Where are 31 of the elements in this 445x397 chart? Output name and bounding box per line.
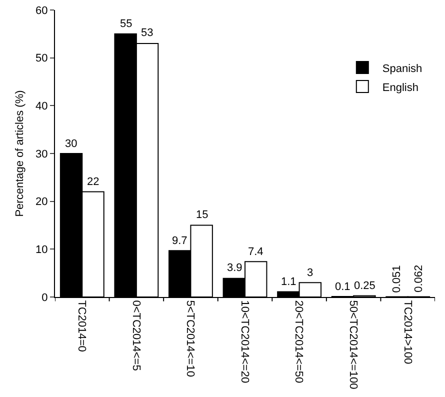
x-tick-label: 50<TC2014<=100	[346, 300, 359, 390]
y-tick-label: 0	[42, 292, 48, 304]
data-label: 55	[120, 18, 132, 30]
data-label: 22	[87, 176, 100, 188]
data-label: 15	[196, 209, 208, 221]
data-label: 0.25	[354, 280, 376, 292]
y-axis-title: Percentage of articles (%)	[14, 90, 26, 217]
y-tick-label: 60	[36, 4, 48, 17]
y-tick-label: 40	[36, 100, 48, 113]
y-tick-label: 30	[36, 148, 48, 160]
x-tick-label: 10<TC2014<=20	[238, 300, 250, 384]
data-label: 7.4	[248, 246, 264, 258]
legend-label: Spanish	[382, 62, 422, 75]
data-label: 53	[141, 27, 154, 39]
data-label: 0.051	[391, 265, 404, 293]
x-tick-label: TC2014>100	[401, 300, 414, 364]
data-label: 9.7	[172, 235, 188, 247]
data-label: 30	[65, 138, 78, 150]
legend-label: English	[382, 82, 418, 94]
data-label: 0.062	[413, 264, 426, 292]
y-tick-label: 20	[36, 196, 48, 208]
x-tick-label: TC2014=0	[76, 300, 88, 352]
y-tick-label: 50	[36, 52, 48, 65]
x-tick-label: 0<TC2014<=5	[130, 300, 142, 371]
data-label: 3.9	[227, 262, 242, 274]
y-tick-label: 10	[36, 244, 48, 256]
data-label: 1.1	[281, 276, 296, 288]
data-label: 0.1	[335, 281, 350, 293]
x-tick-label: 20<TC2014<=50	[292, 300, 305, 384]
data-label: 3	[307, 267, 314, 279]
x-tick-label: 5<TC2014<=10	[184, 300, 196, 377]
